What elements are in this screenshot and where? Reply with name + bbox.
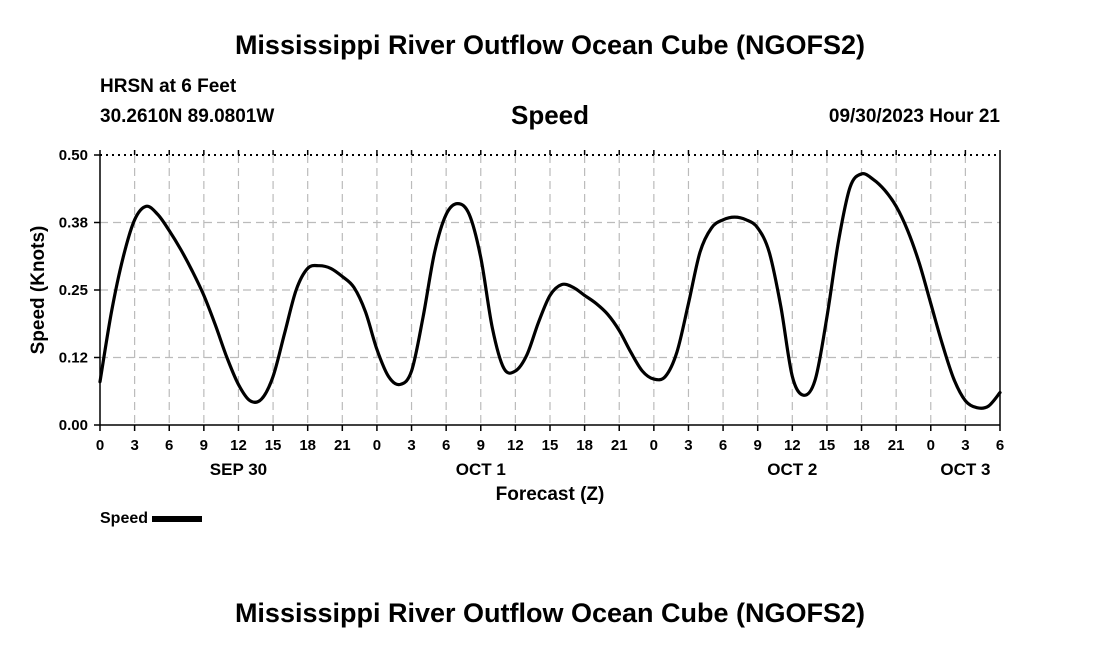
x-tick-label: 0	[96, 437, 104, 454]
x-tick-label: 0	[373, 437, 381, 454]
x-tick-label: 6	[442, 437, 450, 454]
x-tick-label: 6	[719, 437, 727, 454]
x-tick-label: 18	[299, 437, 316, 454]
x-tick-label: 12	[230, 437, 247, 454]
bottom-title: Mississippi River Outflow Ocean Cube (NG…	[234, 598, 866, 628]
timestamp-label: 09/30/2023 Hour 21	[828, 106, 1000, 127]
x-tick-label: 18	[853, 437, 870, 454]
x-tick-label: 18	[576, 437, 593, 454]
x-tick-label: 21	[611, 437, 628, 454]
date-label: OCT 1	[456, 460, 506, 479]
y-tick-label: 0.50	[59, 147, 88, 164]
x-tick-label: 15	[542, 437, 559, 454]
x-tick-label: 21	[334, 437, 351, 454]
y-tick-label: 0.38	[59, 215, 88, 232]
grid-lines	[100, 155, 1000, 425]
x-tick-label: 9	[754, 437, 762, 454]
x-tick-label: 9	[477, 437, 485, 454]
legend-swatch	[152, 516, 203, 522]
y-tick-label: 0.00	[59, 417, 88, 434]
legend: Speed	[100, 510, 203, 528]
station-label: HRSN at 6 Feet	[100, 76, 237, 97]
date-label: OCT 2	[767, 460, 817, 479]
coordinates-label: 30.2610N 89.0801W	[100, 106, 275, 127]
y-tick-label: 0.25	[59, 282, 88, 299]
speed-series-line	[98, 172, 1002, 410]
x-tick-label: 12	[507, 437, 524, 454]
series-layer	[98, 172, 1002, 410]
x-tick-label: 12	[784, 437, 801, 454]
x-tick-label: 3	[684, 437, 692, 454]
x-tick-label: 15	[265, 437, 282, 454]
legend-label: Speed	[100, 510, 149, 527]
x-tick-label: 9	[200, 437, 208, 454]
x-tick-label: 6	[165, 437, 173, 454]
x-tick-label: 15	[819, 437, 836, 454]
y-axis-label: Speed (Knots)	[28, 226, 49, 355]
date-label: SEP 30	[210, 460, 267, 479]
x-axis-label: Forecast (Z)	[496, 484, 605, 505]
x-tick-label: 0	[650, 437, 658, 454]
axes	[94, 150, 1001, 431]
chart-subtitle: Speed	[510, 100, 590, 130]
x-tick-label: 3	[407, 437, 415, 454]
tick-labels: 0 3 6 9 12 15 18 21 0 3 6 9 12 15 18 21 0 3 6 9 12 15 18 21 0 3 6 0…	[59, 147, 1004, 479]
date-label: OCT 3	[940, 460, 990, 479]
x-tick-label: 3	[961, 437, 969, 454]
x-tick-label: 21	[888, 437, 905, 454]
chart-title: Mississippi River Outflow Ocean Cube (NG…	[234, 30, 866, 60]
x-tick-label: 6	[996, 437, 1004, 454]
x-tick-label: 3	[130, 437, 138, 454]
y-tick-label: 0.12	[59, 350, 88, 367]
x-tick-label: 0	[927, 437, 935, 454]
